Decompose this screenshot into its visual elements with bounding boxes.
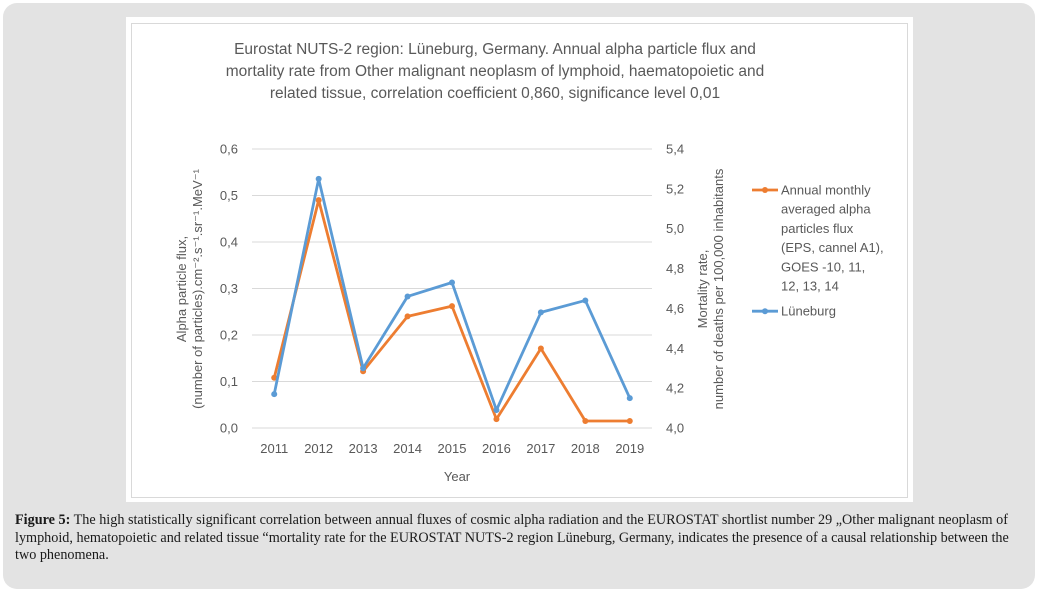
data-point: [360, 365, 367, 372]
data-point: [315, 175, 322, 182]
legend-swatch-marker: [762, 308, 768, 315]
legend-label-line: Annual monthly: [781, 183, 871, 198]
y-right-tick-label: 4,2: [666, 381, 684, 396]
series-alpha-flux: [271, 197, 633, 425]
data-point: [493, 407, 500, 414]
series-line: [272, 198, 632, 423]
y-left-axis-label-line: Alpha particle flux,: [174, 236, 189, 342]
y-left-tick-label: 0,6: [220, 142, 238, 157]
legend-item: Lüneburg: [752, 304, 836, 319]
chart-title-line: Eurostat NUTS-2 region: Lüneburg, German…: [234, 41, 756, 58]
data-point: [271, 374, 278, 381]
x-tick-label: 2015: [438, 441, 467, 456]
data-point: [271, 391, 278, 398]
y-left-axis-label: Alpha particle flux, (number of particle…: [174, 168, 205, 408]
y-left-tick-label: 0,1: [220, 374, 238, 389]
y-left-tick-label: 0,3: [220, 281, 238, 296]
series-luneburg-mortality: [271, 175, 633, 414]
y-right-tick-label: 4,4: [666, 341, 684, 356]
data-point: [537, 309, 544, 316]
data-point: [404, 293, 411, 300]
data-point: [449, 279, 455, 286]
x-tick-label: 2014: [393, 441, 422, 456]
y-left-tick-label: 0,0: [220, 421, 238, 436]
data-point: [582, 418, 589, 425]
data-point: [582, 297, 589, 304]
x-tick-label: 2019: [615, 441, 644, 456]
data-point: [404, 313, 411, 320]
y-right-axis-label: Mortality rate, number of deaths per 100…: [695, 168, 726, 409]
x-tick-label: 2011: [260, 441, 288, 456]
y-right-tick-label: 4,0: [666, 421, 684, 436]
y-left-tick-label: 0,5: [220, 188, 238, 203]
y-right-axis-label-line: Mortality rate,: [695, 250, 710, 329]
series-layer: [271, 175, 633, 425]
chart-title-line: related tissue, correlation coefficient …: [270, 85, 720, 102]
x-tick-label: 2013: [349, 441, 378, 456]
legend-swatch-marker: [762, 187, 768, 193]
y-right-tick-label: 5,0: [666, 221, 684, 236]
data-point: [493, 416, 500, 423]
data-point: [537, 345, 544, 352]
caption-text: The high statistically significant corre…: [15, 512, 1009, 563]
data-point: [626, 395, 633, 402]
chart-area: [131, 23, 908, 498]
x-axis-ticks: 2011 2012 2013 2014 2015 2016 2017 2018 2019: [260, 441, 644, 456]
legend-label-line: Lüneburg: [781, 304, 836, 319]
x-tick-label: 2017: [526, 441, 555, 456]
figure-image-frame: [126, 17, 913, 502]
data-point: [626, 418, 633, 425]
chart-title-line: mortality rate from Other malignant neop…: [226, 63, 764, 80]
caption-label: Figure 5:: [15, 512, 71, 528]
figure-caption: Figure 5: The high statistically signifi…: [15, 512, 1023, 565]
y-right-tick-label: 5,4: [666, 142, 684, 157]
data-point: [449, 303, 455, 310]
y-left-axis-ticks: 0,0 0,1 0,2 0,3 0,4 0,5 0,6: [220, 142, 238, 436]
legend-label-line: GOES -10, 11,: [781, 259, 865, 274]
legend-label-line: 12, 13, 14: [781, 279, 839, 294]
y-right-axis-ticks: 4,0 4,2 4,4 4,6 4,8 5,0 5,2 5,4: [666, 142, 684, 436]
series-line: [272, 177, 632, 412]
y-left-tick-label: 0,4: [220, 235, 238, 250]
gridlines: [252, 148, 652, 429]
x-axis-label: Year: [444, 469, 471, 484]
x-tick-label: 2018: [571, 441, 600, 456]
x-tick-label: 2016: [482, 441, 511, 456]
y-left-axis-label-line: (number of particles).cm⁻².s⁻¹.sr⁻¹.MeV⁻…: [190, 168, 205, 408]
chart-title: Eurostat NUTS-2 region: Lüneburg, German…: [226, 41, 764, 102]
y-right-tick-label: 5,2: [666, 181, 684, 196]
x-tick-label: 2012: [304, 441, 333, 456]
y-right-axis-label-line: number of deaths per 100,000 inhabitants: [711, 168, 726, 409]
legend-item: Annual monthly averaged alpha particles fl…: [752, 183, 884, 294]
y-right-tick-label: 4,8: [666, 261, 684, 276]
y-left-tick-label: 0,2: [220, 328, 238, 343]
legend-label-line: averaged alpha: [781, 202, 871, 217]
data-point: [315, 197, 322, 204]
legend: Annual monthly averaged alpha particles fl…: [752, 183, 884, 319]
legend-label-line: (EPS, cannel A1),: [781, 240, 884, 255]
y-right-tick-label: 4,6: [666, 301, 684, 316]
legend-label-line: particles flux: [781, 221, 854, 236]
